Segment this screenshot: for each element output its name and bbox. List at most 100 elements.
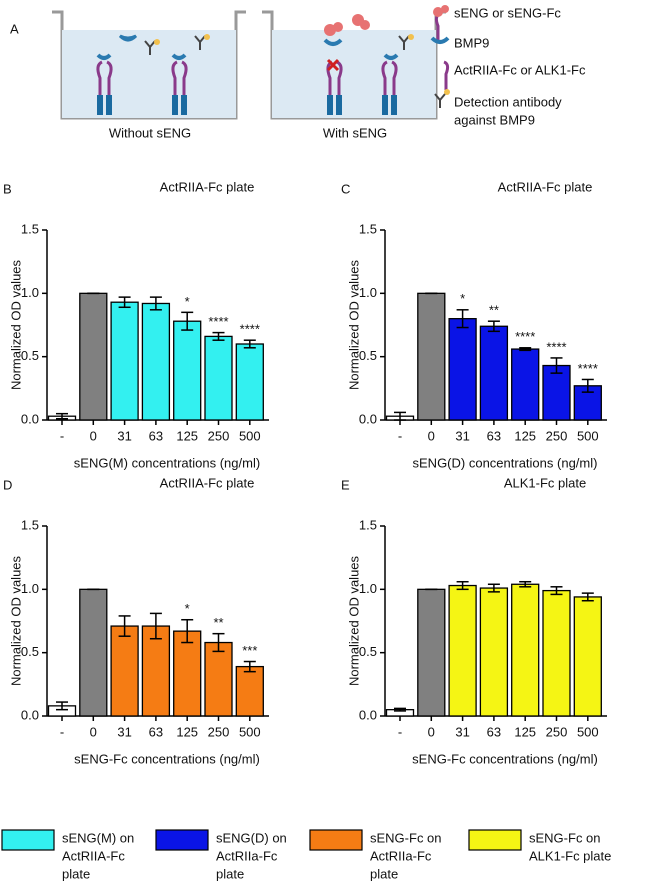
error-bar	[149, 296, 162, 311]
bar	[417, 588, 446, 717]
bar	[173, 320, 202, 421]
error-bar	[394, 707, 406, 712]
error-bar	[519, 580, 532, 588]
y-axis-label: Normalized OD values	[8, 555, 23, 686]
error-bar	[118, 615, 131, 637]
error-bar	[149, 612, 162, 640]
significance-label: ****	[515, 329, 535, 344]
legend-label: sENG(D) on	[216, 830, 287, 845]
bar	[235, 665, 264, 717]
y-tick-label: 1.5	[21, 517, 39, 532]
x-tick-label: 500	[239, 428, 261, 443]
x-tick-label: -	[60, 428, 64, 443]
y-axis-label: Normalized OD values	[8, 259, 23, 390]
y-tick-label: 0.5	[21, 348, 39, 363]
legend-label: plate	[216, 866, 244, 881]
bar	[235, 343, 264, 421]
bar	[511, 583, 540, 717]
bar	[141, 625, 171, 717]
y-tick-label: 1.0	[21, 285, 39, 300]
error-bar	[456, 309, 469, 329]
block-mark	[326, 58, 340, 72]
x-tick-label: 125	[176, 724, 198, 739]
x-axis-label: sENG-Fc concentrations (ng/ml)	[74, 751, 260, 766]
y-tick-label: 1.5	[359, 221, 377, 236]
y-tick-label: 1.0	[359, 285, 377, 300]
y-tick-label: 1.0	[21, 581, 39, 596]
bar	[141, 302, 171, 421]
receptors	[97, 95, 397, 115]
legend-label: sENG-Fc on	[370, 830, 442, 845]
x-tick-label: 0	[428, 428, 435, 443]
y-tick-label: 0.5	[359, 348, 377, 363]
y-tick-label: 0.5	[21, 644, 39, 659]
x-axis-label: sENG(M) concentrations (ng/ml)	[74, 455, 260, 470]
error-bar	[56, 701, 68, 711]
x-tick-label: 31	[117, 428, 131, 443]
error-bar	[550, 586, 563, 596]
diagram-legend-label: sENG or sENG-Fc	[454, 5, 561, 20]
bar	[79, 292, 108, 421]
error-bar	[243, 660, 256, 673]
y-tick-label: 0.5	[359, 644, 377, 659]
bar	[511, 348, 540, 421]
bar	[479, 587, 509, 717]
x-tick-label: -	[398, 428, 402, 443]
x-tick-label: 500	[577, 428, 599, 443]
legend-label: plate	[370, 866, 398, 881]
bar	[110, 301, 139, 421]
error-bar	[581, 592, 594, 602]
bar	[173, 630, 202, 717]
y-tick-label: 0.0	[21, 411, 39, 426]
well-fill	[62, 30, 236, 118]
bar	[448, 318, 477, 421]
x-tick-label: 250	[208, 428, 230, 443]
y-axis-label: Normalized OD values	[346, 259, 361, 390]
error-bar	[243, 339, 256, 349]
x-tick-label: 500	[239, 724, 261, 739]
chart-title: ActRIIA-Fc plate	[498, 179, 593, 194]
assay-diagram	[52, 5, 450, 120]
error-bar	[181, 618, 194, 644]
x-tick-label: -	[60, 724, 64, 739]
legend-label: ActRIIa-Fc	[370, 848, 432, 863]
bar	[542, 589, 571, 717]
x-tick-label: 63	[487, 428, 501, 443]
chart-title: ActRIIA-Fc plate	[160, 475, 255, 490]
x-tick-label: 500	[577, 724, 599, 739]
error-bar	[56, 412, 68, 420]
x-tick-label: 63	[149, 724, 163, 739]
chart-panel: E ALK1-Fc plate Normalized OD values sENG-F…	[341, 475, 607, 766]
error-bar	[550, 357, 563, 374]
chart-panel: C ActRIIA-Fc plate Normalized OD values sEN…	[341, 179, 607, 470]
x-axis-label: sENG-Fc concentrations (ng/ml)	[412, 751, 598, 766]
bar	[417, 292, 446, 421]
y-tick-label: 0.0	[359, 707, 377, 722]
legend-label: ActRIIA-Fc	[62, 848, 125, 863]
legend-label: ALK1-Fc plate	[529, 848, 611, 863]
significance-label: ****	[546, 339, 566, 354]
bmp9	[96, 34, 450, 60]
legend-label: ActRIIa-Fc	[216, 848, 278, 863]
panel-label: B	[3, 181, 12, 196]
legend-label: plate	[62, 866, 90, 881]
bar	[573, 596, 602, 717]
significance-label: *	[460, 291, 465, 306]
x-tick-label: 0	[428, 724, 435, 739]
y-tick-label: 1.5	[359, 517, 377, 532]
x-tick-label: 250	[546, 428, 568, 443]
error-bar	[118, 296, 131, 309]
legend-swatch	[1, 829, 55, 851]
panel-label: C	[341, 181, 350, 196]
significance-label: ****	[578, 361, 598, 376]
bar	[110, 625, 139, 717]
legend-label: sENG-Fc on	[529, 830, 601, 845]
x-tick-label: 31	[455, 724, 469, 739]
y-tick-label: 0.0	[21, 707, 39, 722]
error-bar	[181, 311, 194, 331]
panel-label: D	[3, 477, 12, 492]
x-tick-label: 0	[90, 724, 97, 739]
diagram-legend-label: BMP9	[454, 35, 489, 50]
bar	[448, 584, 477, 717]
caption: Without sENG	[109, 125, 191, 140]
